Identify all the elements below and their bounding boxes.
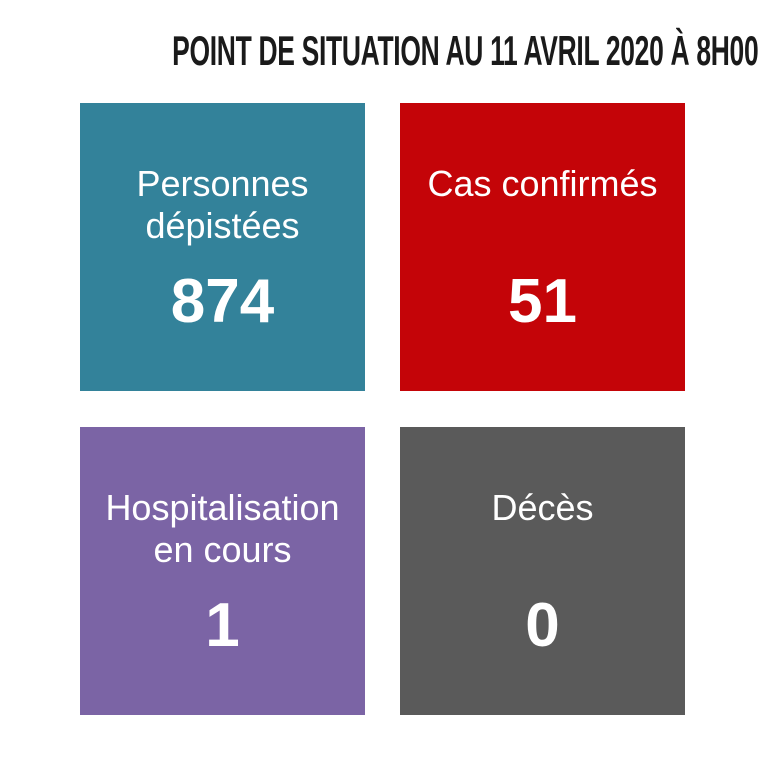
stats-grid: Personnes dépistées 874 Cas confirmés 51… <box>80 103 685 715</box>
card-label-deces: Décès <box>491 487 594 528</box>
card-personnes-depistees: Personnes dépistées 874 <box>80 103 365 391</box>
card-value-hospitalisation-en-cours: 1 <box>205 591 240 660</box>
card-label-cas-confirmes: Cas confirmés <box>427 163 658 204</box>
card-hospitalisation-en-cours: Hospitalisation en cours 1 <box>80 427 365 715</box>
card-deces: Décès 0 <box>400 427 685 715</box>
card-value-deces: 0 <box>525 591 560 660</box>
card-label-hospitalisation-en-cours: Hospitalisation en cours <box>105 487 340 571</box>
card-cas-confirmes: Cas confirmés 51 <box>400 103 685 391</box>
header: POINT DE SITUATION AU 11 AVRIL 2020 À 8H… <box>0 30 765 72</box>
card-value-cas-confirmes: 51 <box>508 267 577 336</box>
card-value-personnes-depistees: 874 <box>170 267 275 336</box>
page-title: POINT DE SITUATION AU 11 AVRIL 2020 À 8H… <box>172 27 759 74</box>
card-label-personnes-depistees: Personnes dépistées <box>136 163 309 247</box>
